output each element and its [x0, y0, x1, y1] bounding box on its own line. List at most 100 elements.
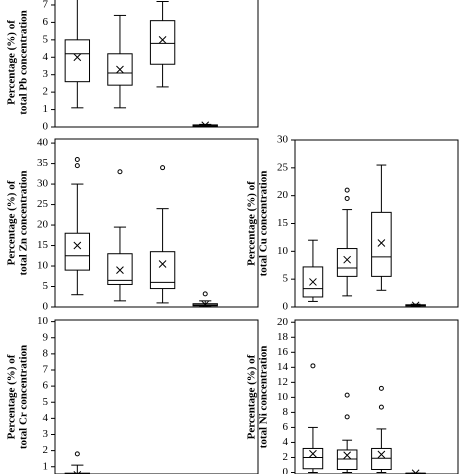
y-tick-label: 20: [277, 316, 289, 328]
mean-marker: [309, 278, 317, 286]
mean-marker: [377, 450, 386, 459]
outlier: [344, 187, 350, 193]
y-tick-label: 5: [283, 273, 289, 285]
box: [336, 449, 358, 470]
y-tick-label: 15: [277, 217, 289, 229]
plot-frame: [54, 319, 259, 474]
y-tick-label: 35: [37, 157, 49, 169]
y-tick-label: 25: [277, 161, 289, 173]
y-tick-label: 10: [37, 260, 49, 272]
y-tick-label: 0: [283, 466, 289, 474]
y-tick-label: 3: [43, 68, 49, 80]
y-tick-label: 14: [277, 361, 289, 373]
outlier: [310, 363, 316, 369]
y-axis-label: total Cr concentration: [18, 345, 30, 449]
y-axis-label: Percentage (%) of: [6, 354, 18, 439]
y-tick-label: 2: [43, 86, 49, 98]
outlier: [74, 163, 80, 169]
y-tick-label: 40: [37, 137, 49, 149]
box: [107, 253, 133, 285]
mean-marker: [309, 449, 317, 458]
box: [302, 447, 324, 470]
mean-marker: [377, 239, 386, 247]
y-tick-label: 5: [43, 396, 49, 408]
outlier: [344, 195, 350, 201]
mean-marker: [116, 266, 124, 274]
mean-marker: [116, 65, 124, 74]
y-tick-label: 6: [43, 380, 49, 392]
plot-area: [302, 363, 426, 474]
box: [371, 211, 392, 277]
plot-frame: [54, 0, 259, 128]
y-axis-label: total Cu concentration: [258, 171, 270, 277]
y-tick-label: 7: [43, 0, 49, 11]
y-tick-label: 6: [43, 16, 49, 28]
outlier: [74, 451, 80, 457]
box: [336, 248, 358, 277]
y-tick-label: 10: [277, 391, 289, 403]
mean-marker: [73, 53, 82, 62]
y-axis-label: Percentage (%) of: [6, 20, 18, 105]
mean-marker: [201, 121, 210, 127]
y-tick-label: 4: [283, 436, 289, 448]
outlier: [378, 404, 384, 410]
y-tick-label: 16: [277, 346, 289, 358]
mean-marker: [411, 469, 420, 474]
mean-marker: [73, 241, 82, 250]
plot-frame: [54, 138, 259, 308]
mean-marker: [158, 260, 167, 268]
mean-marker: [343, 451, 352, 460]
y-tick-label: 30: [37, 178, 49, 190]
y-tick-label: 8: [43, 347, 49, 359]
y-tick-label: 12: [277, 376, 288, 388]
y-axis-label: Percentage (%) of: [246, 181, 258, 266]
y-tick-label: 30: [277, 134, 289, 146]
y-tick-label: 4: [43, 412, 49, 424]
outlier: [160, 165, 166, 171]
outlier: [344, 392, 350, 398]
y-tick-label: 1: [43, 460, 49, 472]
plot-area: [64, 451, 91, 474]
y-tick-label: 5: [43, 33, 49, 45]
y-tick-label: 6: [283, 421, 289, 433]
outlier: [378, 385, 384, 391]
box: [149, 251, 176, 290]
mean-marker: [73, 470, 82, 474]
y-tick-label: 3: [43, 428, 49, 440]
y-tick-label: 10: [277, 245, 289, 257]
y-tick-label: 20: [37, 219, 49, 231]
mean-marker: [411, 301, 420, 307]
plot-frame: [294, 139, 459, 308]
y-tick-label: 8: [283, 406, 289, 418]
y-tick-label: 10: [37, 315, 49, 327]
y-tick-label: 2: [283, 451, 289, 463]
y-tick-label: 4: [43, 51, 49, 63]
y-axis-label: total Ni concentration: [258, 346, 270, 449]
y-axis-label: total Zn concentration: [18, 170, 30, 275]
plot-area: [64, 0, 218, 127]
y-tick-label: 0: [283, 301, 289, 313]
box: [371, 447, 392, 470]
mean-marker: [158, 35, 167, 44]
y-tick-label: 0: [43, 121, 49, 133]
outlier: [202, 291, 208, 297]
mean-marker: [343, 255, 352, 264]
y-tick-label: 5: [43, 280, 49, 292]
outlier: [74, 156, 80, 162]
y-tick-label: 18: [277, 331, 289, 343]
y-axis-label: Percentage (%) of: [6, 180, 18, 265]
outlier: [344, 414, 350, 420]
box: [64, 39, 91, 83]
plot-frame: [294, 319, 459, 474]
y-tick-label: 7: [43, 364, 49, 376]
outlier: [117, 169, 123, 175]
box: [149, 20, 176, 65]
y-axis-label: total Pb concentration: [18, 10, 30, 114]
plot-area: [64, 156, 218, 307]
plot-area: [302, 164, 426, 307]
y-tick-label: 9: [43, 331, 49, 343]
y-tick-label: 20: [277, 189, 289, 201]
y-axis-label: Percentage (%) of: [246, 354, 258, 439]
y-tick-label: 15: [37, 239, 49, 251]
y-tick-label: 2: [43, 444, 49, 456]
